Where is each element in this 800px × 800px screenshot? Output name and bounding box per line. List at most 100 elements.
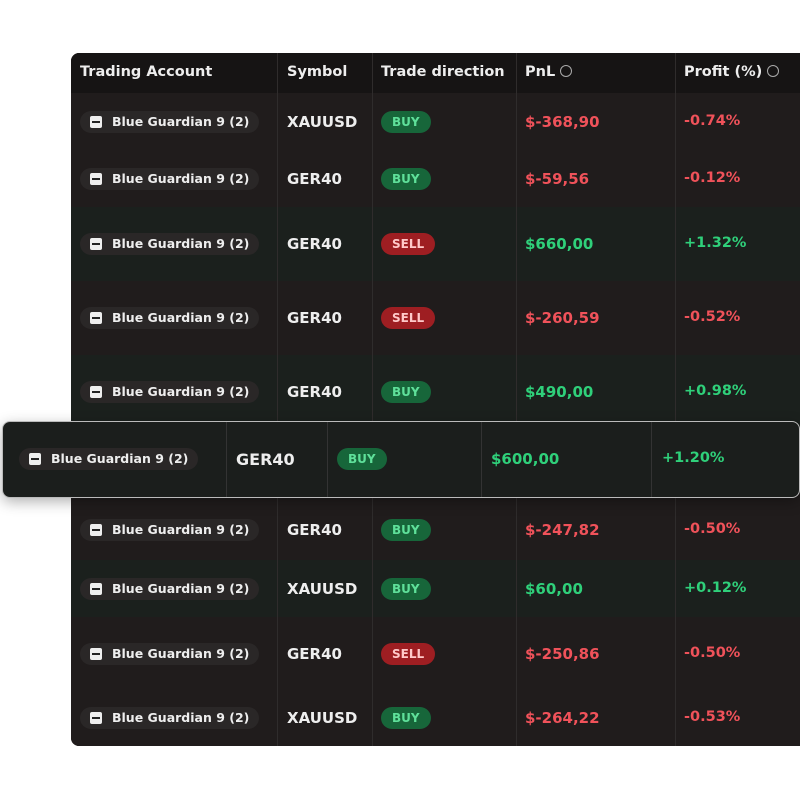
column-divider <box>372 690 373 746</box>
column-divider <box>516 207 517 281</box>
profit: +0.12% <box>684 579 747 596</box>
column-divider <box>372 150 373 207</box>
column-divider <box>675 93 676 150</box>
column-divider <box>675 281 676 355</box>
column-divider <box>675 355 676 428</box>
profit: -0.50% <box>684 521 741 537</box>
info-icon[interactable] <box>767 65 780 77</box>
column-divider <box>651 422 652 497</box>
pnl: $-264,22 <box>525 709 600 727</box>
column-divider <box>675 560 676 617</box>
column-divider <box>277 150 278 207</box>
account-icon <box>90 524 102 536</box>
account-icon <box>90 712 102 724</box>
column-divider <box>372 281 373 355</box>
column-divider <box>372 207 373 281</box>
column-divider <box>675 207 676 281</box>
account-icon <box>90 238 102 250</box>
symbol: GER40 <box>287 644 342 663</box>
pnl: $60,00 <box>525 579 583 598</box>
symbol: GER40 <box>287 521 342 539</box>
account-icon <box>90 582 102 595</box>
table-row: Blue Guardian 9 (2) GER40 SELL $660,00 +1.32… <box>71 207 800 282</box>
account-badge[interactable]: Blue Guardian 9 (2) <box>80 577 260 600</box>
table-row: Blue Guardian 9 (2) GER40 BUY $490,00 +0.98% <box>71 355 800 429</box>
account-icon <box>29 453 41 465</box>
column-divider <box>516 500 517 560</box>
symbol: GER40 <box>236 450 295 469</box>
pnl: $600,00 <box>491 450 560 468</box>
column-divider <box>277 207 278 281</box>
featured-row[interactable]: Blue Guardian 9 (2) GER40 BUY $600,00 +1.20% <box>2 421 800 498</box>
column-divider <box>372 560 373 617</box>
column-header: Symbol <box>287 64 348 80</box>
table-row: Blue Guardian 9 (2) GER40 SELL $-260,59 -0.5… <box>71 281 800 356</box>
column-divider <box>372 617 373 690</box>
column-divider <box>277 93 278 150</box>
column-divider <box>516 281 517 355</box>
account-badge[interactable]: Blue Guardian 9 (2) <box>80 167 260 190</box>
profit: +0.98% <box>684 382 747 399</box>
trade-direction: BUY <box>381 707 431 729</box>
profit: -0.52% <box>684 309 741 325</box>
pnl: $660,00 <box>525 235 594 253</box>
account-badge[interactable]: Blue Guardian 9 (2) <box>19 448 199 470</box>
column-divider <box>277 617 278 690</box>
trade-direction: BUY <box>381 577 431 600</box>
account-badge[interactable]: Blue Guardian 9 (2) <box>80 707 260 729</box>
info-icon[interactable] <box>560 65 573 77</box>
trade-direction: SELL <box>381 642 436 665</box>
account-badge[interactable]: Blue Guardian 9 (2) <box>80 233 260 255</box>
table-row: Blue Guardian 9 (2) GER40 BUY $-59,56 -0.12% <box>71 150 800 208</box>
trade-direction: BUY <box>381 110 431 133</box>
account-icon <box>90 115 102 128</box>
pnl: $-260,59 <box>525 309 600 327</box>
table-row: Blue Guardian 9 (2) GER40 SELL $-250,86 -0.5… <box>71 617 800 691</box>
account-icon <box>90 172 102 185</box>
account-badge[interactable]: Blue Guardian 9 (2) <box>80 642 260 665</box>
column-divider <box>277 690 278 746</box>
account-icon <box>90 385 102 398</box>
profit: -0.50% <box>684 644 741 661</box>
column-divider <box>516 150 517 207</box>
trade-direction: SELL <box>381 307 436 329</box>
account-badge[interactable]: Blue Guardian 9 (2) <box>80 110 260 133</box>
column-divider <box>277 560 278 617</box>
trade-direction: BUY <box>381 519 431 541</box>
symbol: XAUUSD <box>287 112 358 131</box>
column-divider <box>675 150 676 207</box>
symbol: GER40 <box>287 169 342 188</box>
trade-direction: BUY <box>381 380 431 403</box>
column-divider <box>516 560 517 617</box>
column-divider <box>372 355 373 428</box>
account-badge[interactable]: Blue Guardian 9 (2) <box>80 519 260 541</box>
column-divider <box>516 690 517 746</box>
column-divider <box>226 422 227 497</box>
symbol: GER40 <box>287 235 342 253</box>
column-divider <box>675 690 676 746</box>
column-header: Trade direction <box>381 64 505 80</box>
pnl: $-247,82 <box>525 521 600 539</box>
symbol: XAUUSD <box>287 709 358 727</box>
trade-direction: SELL <box>381 233 436 255</box>
profit: -0.74% <box>684 112 741 129</box>
column-divider <box>372 93 373 150</box>
column-divider <box>277 281 278 355</box>
column-divider <box>516 617 517 690</box>
table-row: Blue Guardian 9 (2) GER40 BUY $-247,82 -0.50… <box>71 500 800 561</box>
account-badge[interactable]: Blue Guardian 9 (2) <box>80 380 260 403</box>
account-badge[interactable]: Blue Guardian 9 (2) <box>80 307 260 329</box>
column-divider <box>675 500 676 560</box>
pnl: $-250,86 <box>525 644 600 663</box>
pnl: $490,00 <box>525 382 594 401</box>
table-row: Blue Guardian 9 (2) XAUUSD BUY $60,00 +0.12% <box>71 560 800 618</box>
profit: +1.32% <box>684 235 747 251</box>
column-divider <box>516 93 517 150</box>
column-divider <box>277 500 278 560</box>
profit: -0.53% <box>684 709 741 725</box>
column-divider <box>372 500 373 560</box>
column-divider <box>675 617 676 690</box>
symbol: GER40 <box>287 382 342 401</box>
pnl: $-59,56 <box>525 169 590 188</box>
